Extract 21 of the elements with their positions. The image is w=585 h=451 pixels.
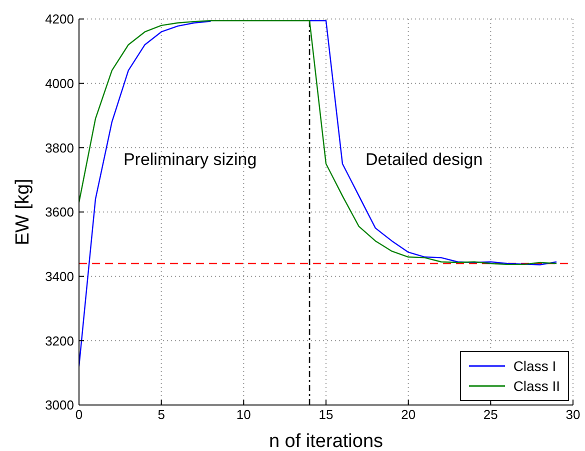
y-tick-label: 3600: [45, 204, 74, 220]
annotation: Detailed design: [366, 150, 483, 170]
x-tick-label: 25: [483, 407, 498, 422]
x-tick-label: 30: [566, 407, 580, 422]
y-tick-label: 3000: [45, 398, 74, 413]
x-axis-title: n of iterations: [268, 431, 384, 451]
x-tick-label: 0: [75, 407, 83, 422]
y-tick-label: 3800: [45, 140, 74, 156]
y-tick-label: 4200: [45, 12, 74, 27]
x-tick-label: 20: [401, 407, 416, 422]
legend-label: Class II: [513, 377, 560, 396]
y-axis-title: EW [kg]: [12, 178, 34, 246]
annotation: Preliminary sizing: [123, 150, 257, 170]
y-tick-label: 3400: [45, 268, 74, 284]
x-tick-label: 5: [158, 407, 165, 422]
legend-label: Class I: [513, 357, 556, 376]
line-series: [79, 20, 558, 266]
x-tick-label: 15: [318, 407, 334, 422]
y-tick-label: 4000: [45, 76, 74, 91]
x-tick-label: 10: [236, 407, 251, 422]
y-tick-label: 3200: [45, 333, 74, 348]
